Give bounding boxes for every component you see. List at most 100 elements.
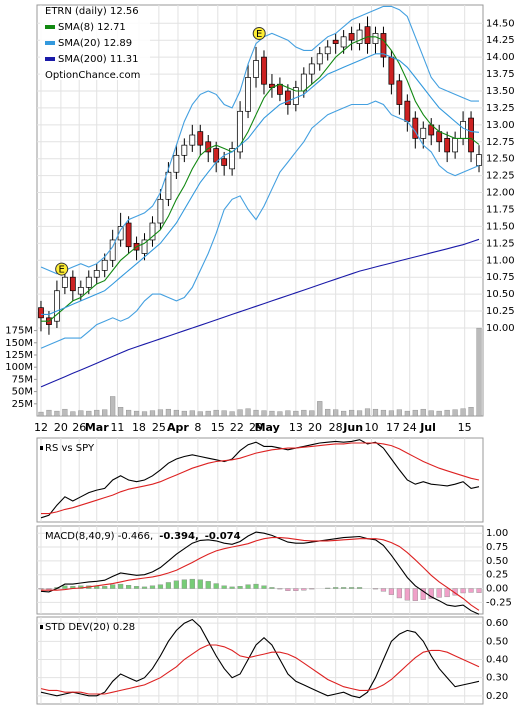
x-tick-label: 13 [289, 421, 303, 434]
bar [476, 327, 482, 417]
x-tick-label: 26 [72, 421, 86, 434]
candle-body [38, 307, 44, 319]
bar [70, 411, 76, 417]
legend-swatch [40, 625, 43, 629]
line [40, 238, 480, 388]
candle-body [237, 110, 243, 153]
candle-body [277, 83, 283, 95]
bar [157, 409, 164, 417]
bar [197, 579, 203, 589]
y-tick-label: 11.00 [486, 255, 515, 266]
line [40, 439, 480, 519]
legend-label: -0.394, [159, 531, 199, 542]
x-tick-label: 12 [34, 421, 48, 434]
candle-body [340, 36, 347, 48]
candle-body [229, 148, 236, 170]
bar [285, 410, 291, 417]
bar [245, 408, 251, 417]
x-tick-label: 18 [132, 421, 146, 434]
bar [420, 408, 426, 417]
candle-body [85, 276, 92, 288]
candle-body [221, 158, 228, 166]
legend-box [40, 6, 150, 80]
bar [396, 588, 402, 599]
bar [54, 410, 60, 417]
y2-tick-label: 25M [12, 399, 33, 410]
bar [237, 409, 243, 417]
bar [277, 588, 283, 590]
bar [293, 410, 299, 417]
x-tick-label: 11 [110, 421, 124, 434]
bar [94, 409, 100, 417]
bar [46, 409, 52, 417]
candle-body [284, 90, 291, 105]
y2-tick-label: 75M [12, 374, 33, 385]
bar [229, 586, 235, 589]
candle-body [476, 154, 482, 166]
chart-title: ETRN (daily) 12.56 [45, 6, 139, 17]
candle-body [324, 46, 331, 55]
bar [380, 409, 387, 417]
panel-title: STD DEV(20) 0.28 [45, 622, 135, 633]
bar [149, 585, 156, 589]
bar [205, 410, 211, 417]
bar [436, 588, 442, 598]
legend-label: SMA(8) 12.71 [58, 22, 126, 33]
y-tick-label: 0.00 [486, 584, 508, 595]
candle-body [316, 53, 323, 65]
line [40, 531, 480, 615]
x-tick-label: 24 [403, 421, 417, 434]
bar [476, 588, 482, 593]
candle-body [308, 63, 315, 75]
x-tick-label: 8 [194, 421, 201, 434]
bar [94, 586, 100, 589]
candle-body [404, 100, 411, 122]
bar [412, 409, 418, 417]
bar [301, 588, 307, 591]
bar [388, 410, 394, 417]
bar [165, 408, 171, 417]
bar [118, 583, 124, 589]
bar [333, 409, 339, 417]
y-tick-label: 14.25 [486, 35, 515, 46]
x-tick-label: 20 [308, 421, 322, 434]
bar [245, 584, 251, 589]
y-tick-label: 10.50 [486, 289, 515, 300]
candle-body [468, 117, 474, 153]
bar [341, 410, 347, 417]
bar [309, 588, 315, 590]
candle-body [189, 134, 196, 146]
bar [253, 583, 259, 589]
bar [388, 588, 394, 595]
candle-body [348, 33, 355, 41]
y-tick-label: 13.50 [486, 86, 515, 97]
bar [46, 588, 52, 590]
y-tick-label: 12.75 [486, 137, 515, 148]
candle-body [380, 33, 387, 58]
x-tick-label: 15 [211, 421, 225, 434]
bar [356, 410, 363, 417]
bar [325, 408, 331, 417]
line [41, 53, 480, 315]
candle-body [125, 222, 132, 248]
legend-label: SMA(20) 12.89 [58, 38, 132, 49]
candle-body [173, 154, 180, 173]
panel-frame [36, 437, 484, 523]
candle-body [181, 144, 188, 156]
bar [404, 410, 410, 417]
bar [317, 401, 323, 417]
bar [229, 411, 235, 417]
bar [78, 410, 84, 417]
line [41, 36, 480, 322]
candle-body [332, 39, 339, 44]
bar [293, 588, 299, 591]
bar [444, 588, 450, 598]
candle-body [253, 60, 259, 78]
x-tick-label: 28 [329, 421, 343, 434]
bar [157, 584, 164, 589]
bar [261, 410, 267, 417]
bar [444, 409, 450, 417]
y2-tick-label: 100M [5, 362, 33, 373]
x-tick-label: 20 [54, 421, 68, 434]
y2-tick-label: 150M [5, 338, 33, 349]
